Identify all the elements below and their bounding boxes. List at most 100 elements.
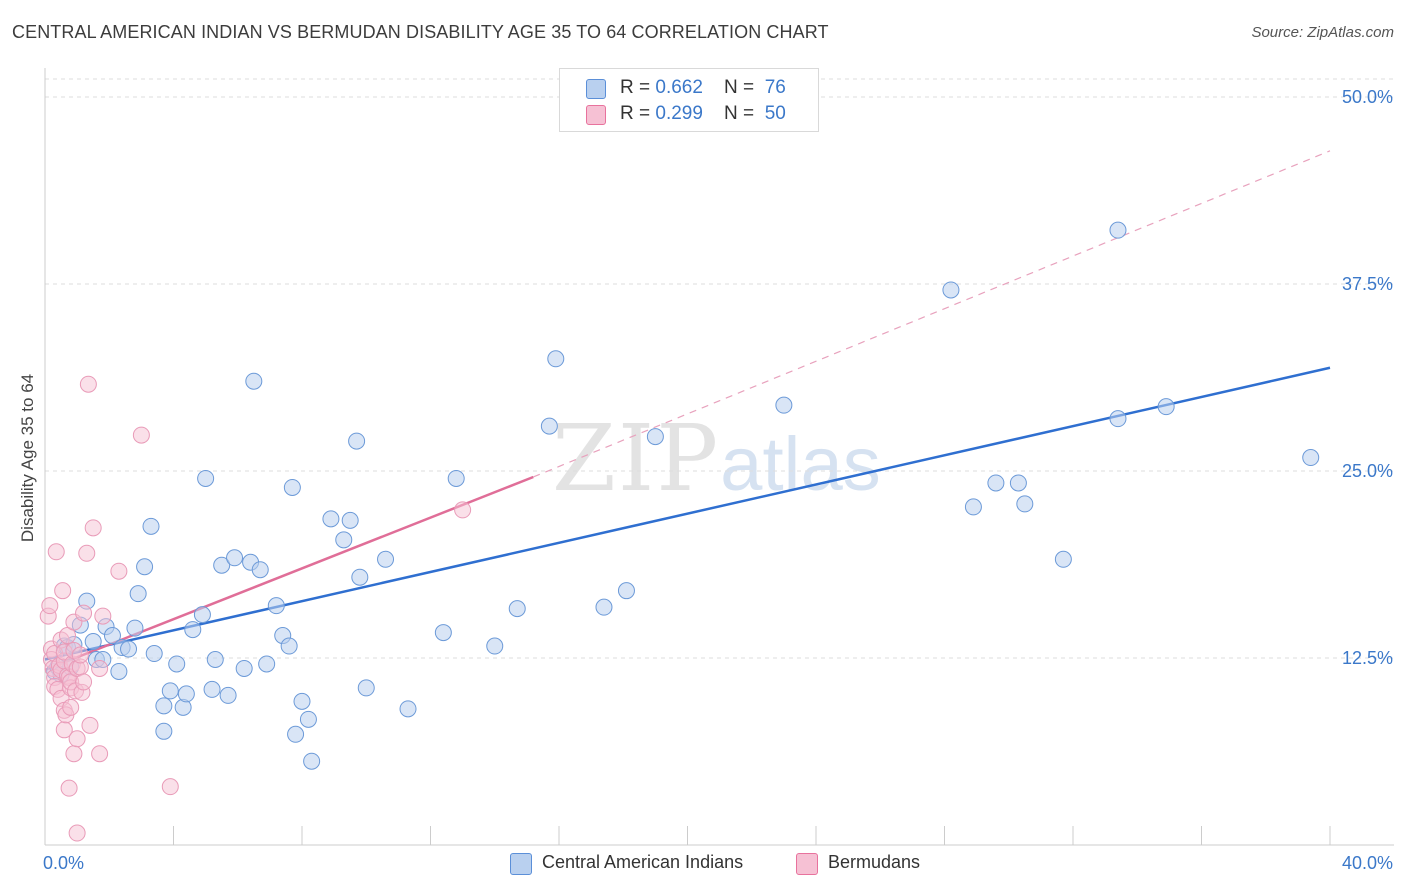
- blue-point-44: [283, 478, 301, 496]
- x-tick-label-0: 0.0%: [43, 853, 84, 873]
- blue-point-67: [942, 281, 960, 299]
- legend-pink-r-label: R =: [620, 103, 656, 124]
- blue-point-36: [235, 659, 253, 677]
- blue-point-49: [322, 510, 340, 528]
- blue-point-73: [1109, 221, 1127, 239]
- pink-point-44: [91, 659, 109, 677]
- data-points: [39, 221, 1320, 842]
- blue-point-33: [213, 556, 231, 574]
- pink-point-8: [47, 543, 65, 561]
- pink-swatch: [586, 105, 606, 125]
- pink-point-14: [54, 582, 72, 600]
- pink-point-34: [68, 730, 86, 748]
- blue-point-29: [193, 606, 211, 624]
- legend-blue-n-value: 76: [764, 77, 786, 98]
- blue-point-63: [595, 598, 613, 616]
- blue-point-23: [155, 697, 173, 715]
- pink-point-30: [65, 745, 83, 763]
- pink-point-48: [132, 426, 150, 444]
- blue-point-47: [299, 710, 317, 728]
- blue-point-21: [145, 645, 163, 663]
- blue-point-52: [348, 432, 366, 450]
- blue-point-22: [155, 722, 173, 740]
- blue-point-45: [287, 725, 305, 743]
- y-tick-label-0: 12.5%: [1342, 648, 1393, 668]
- pink-point-39: [75, 604, 93, 622]
- blue-point-71: [1016, 495, 1034, 513]
- blue-point-56: [399, 700, 417, 718]
- source-label: Source: ZipAtlas.com: [1251, 24, 1394, 41]
- pink-point-40: [78, 544, 96, 562]
- watermark-atlas: atlas: [720, 422, 881, 507]
- blue-point-53: [351, 568, 369, 586]
- pink-point-42: [81, 716, 99, 734]
- correlation-legend: R = 0.662 N = 76 R = 0.299 N = 50: [559, 68, 819, 132]
- blue-point-19: [136, 558, 154, 576]
- blue-point-14: [110, 662, 128, 680]
- pink-point-36: [71, 646, 89, 664]
- blue-point-58: [447, 469, 465, 487]
- pink-point-43: [84, 519, 102, 537]
- pink-point-45: [91, 745, 109, 763]
- blue-point-60: [508, 600, 526, 618]
- tick-labels: 12.5% 25.0% 37.5% 50.0% 0.0% 40.0%: [43, 87, 1393, 873]
- blue-point-70: [1009, 474, 1027, 492]
- pink-point-41: [79, 375, 97, 393]
- blue-point-69: [987, 474, 1005, 492]
- watermark: ZIPatlas: [552, 405, 881, 512]
- blue-point-50: [335, 531, 353, 549]
- blue-point-24: [161, 682, 179, 700]
- blue-point-55: [377, 550, 395, 568]
- blue-point-17: [126, 619, 144, 637]
- blue-point-35: [226, 549, 244, 567]
- blue-point-25: [168, 655, 186, 673]
- blue-point-65: [646, 428, 664, 446]
- blue-swatch: [586, 79, 606, 99]
- legend-pink-n-value: 50: [764, 103, 786, 124]
- blue-point-28: [184, 621, 202, 639]
- blue-point-64: [617, 582, 635, 600]
- legend-pink-n-label: N =: [724, 103, 760, 124]
- legend-pink-r-value: 0.299: [655, 103, 703, 124]
- blue-point-38: [245, 372, 263, 390]
- blue-point-20: [142, 517, 160, 535]
- trend-lines: [44, 150, 1331, 672]
- blue-point-16: [120, 640, 138, 658]
- blue-point-57: [434, 624, 452, 642]
- blue-point-59: [486, 637, 504, 655]
- legend-pink-swatch: [796, 853, 818, 875]
- pink-point-49: [161, 778, 179, 796]
- pink-point-46: [94, 607, 112, 625]
- blue-point-54: [357, 679, 375, 697]
- pink-point-47: [110, 562, 128, 580]
- pink-point-32: [68, 824, 86, 842]
- blue-point-51: [341, 511, 359, 529]
- legend-pink-label: Bermudans: [828, 852, 921, 872]
- blue-point-62: [547, 350, 565, 368]
- blue-point-34: [219, 686, 237, 704]
- blue-point-30: [197, 469, 215, 487]
- pink-point-23: [60, 779, 78, 797]
- chart-title: CENTRAL AMERICAN INDIAN VS BERMUDAN DISA…: [12, 22, 829, 42]
- blue-point-75: [1157, 398, 1175, 416]
- pink-point-38: [75, 673, 93, 691]
- axes: [44, 68, 1394, 846]
- pink-point-1: [41, 597, 59, 615]
- legend-blue-r-label: R =: [620, 77, 656, 98]
- blue-point-74: [1109, 410, 1127, 428]
- watermark-zip: ZIP: [552, 405, 721, 512]
- y-tick-label-2: 37.5%: [1342, 274, 1393, 294]
- y-tick-label-3: 50.0%: [1342, 87, 1393, 107]
- pink-point-50: [454, 501, 472, 519]
- blue-point-66: [775, 396, 793, 414]
- blue-point-40: [258, 655, 276, 673]
- legend-blue-swatch: [510, 853, 532, 875]
- blue-point-48: [303, 752, 321, 770]
- blue-point-9: [84, 633, 102, 651]
- gridlines: [45, 78, 1394, 659]
- blue-point-72: [1054, 550, 1072, 568]
- pink-point-25: [62, 698, 80, 716]
- pink-trend-line: [44, 475, 534, 672]
- blue-point-13: [103, 627, 121, 645]
- pink-trend-extension: [533, 150, 1331, 478]
